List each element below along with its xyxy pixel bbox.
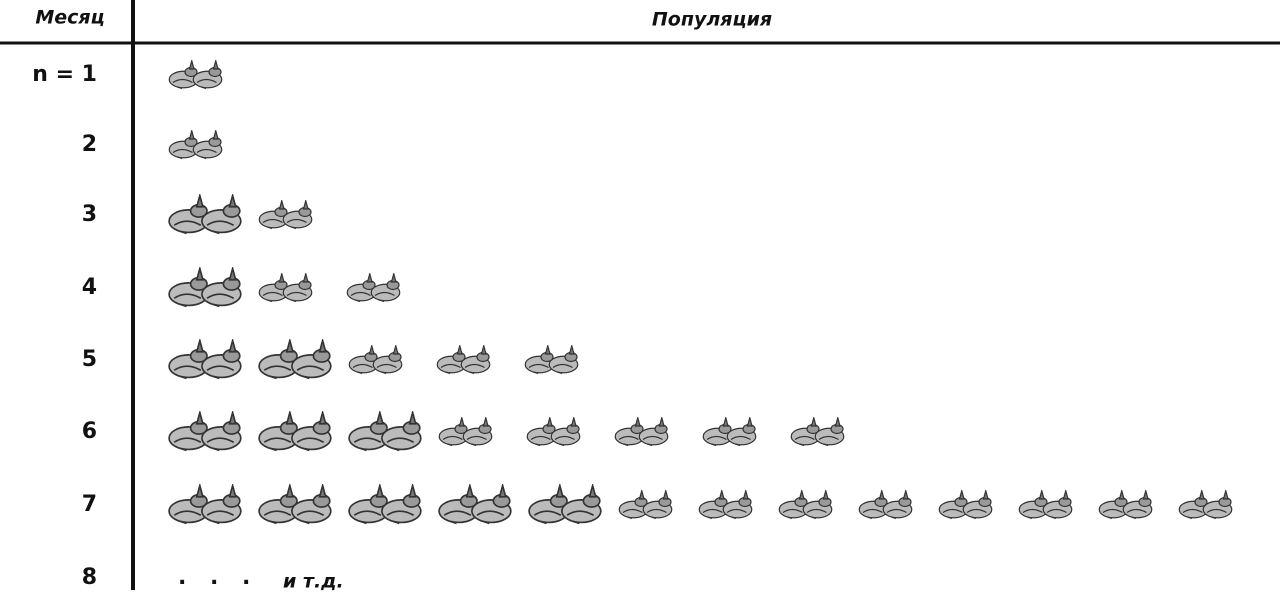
- rabbit-pair-young: [614, 417, 669, 447]
- rows: n = 1 2 3 4 5 6 7 8: [32, 60, 1233, 590]
- rabbit-pair-adult: [528, 484, 602, 525]
- month-label: 8: [82, 565, 97, 590]
- month-label: 4: [82, 275, 97, 300]
- rabbit-pair-young: [346, 273, 401, 303]
- rabbit-pair-young: [258, 200, 313, 230]
- rabbit-pair-young: [790, 417, 845, 447]
- month-label: 7: [82, 492, 97, 517]
- rabbit-pair-young: [348, 345, 403, 375]
- rabbit-pair-adult: [168, 194, 242, 235]
- rabbit-pair-young: [702, 417, 757, 447]
- rabbit-pair-young: [1178, 490, 1233, 520]
- rabbit-pair-young: [618, 490, 673, 520]
- rabbit-pair-adult: [168, 484, 242, 525]
- rabbit-pair-young: [436, 345, 491, 375]
- rabbit-pair-adult: [348, 484, 422, 525]
- rabbit-pair-young: [858, 490, 913, 520]
- rabbit-pair-adult: [168, 339, 242, 380]
- rabbit-pair-adult: [168, 411, 242, 452]
- rabbit-pair-young: [778, 490, 833, 520]
- month-label: 3: [82, 202, 97, 227]
- ellipsis: . . .: [178, 565, 258, 590]
- rabbit-pair-young: [1018, 490, 1073, 520]
- rabbit-pair-adult: [258, 484, 332, 525]
- etc-note: и т.д.: [283, 571, 344, 593]
- rabbit-pair-adult: [168, 267, 242, 308]
- rabbit-pair-adult: [438, 484, 512, 525]
- rabbit-pair-young: [698, 490, 753, 520]
- rabbit-pair-young: [524, 345, 579, 375]
- month-label: n = 1: [32, 62, 97, 87]
- month-header: Месяц: [35, 7, 104, 29]
- rabbit-pair-young: [1098, 490, 1153, 520]
- month-label: 5: [82, 347, 97, 372]
- rabbit-pair-adult: [258, 339, 332, 380]
- rabbit-pair-adult: [348, 411, 422, 452]
- rabbit-pair-young: [258, 273, 313, 303]
- rabbit-pair-young: [438, 417, 493, 447]
- rabbit-pair-young: [526, 417, 581, 447]
- rabbit-pair-adult: [258, 411, 332, 452]
- rabbit-pair-young: [168, 130, 223, 160]
- rabbit-pair-young: [938, 490, 993, 520]
- population-header: Популяция: [652, 9, 772, 31]
- month-label: 6: [82, 419, 97, 444]
- rabbit-pair-young: [168, 60, 223, 90]
- month-label: 2: [82, 132, 97, 157]
